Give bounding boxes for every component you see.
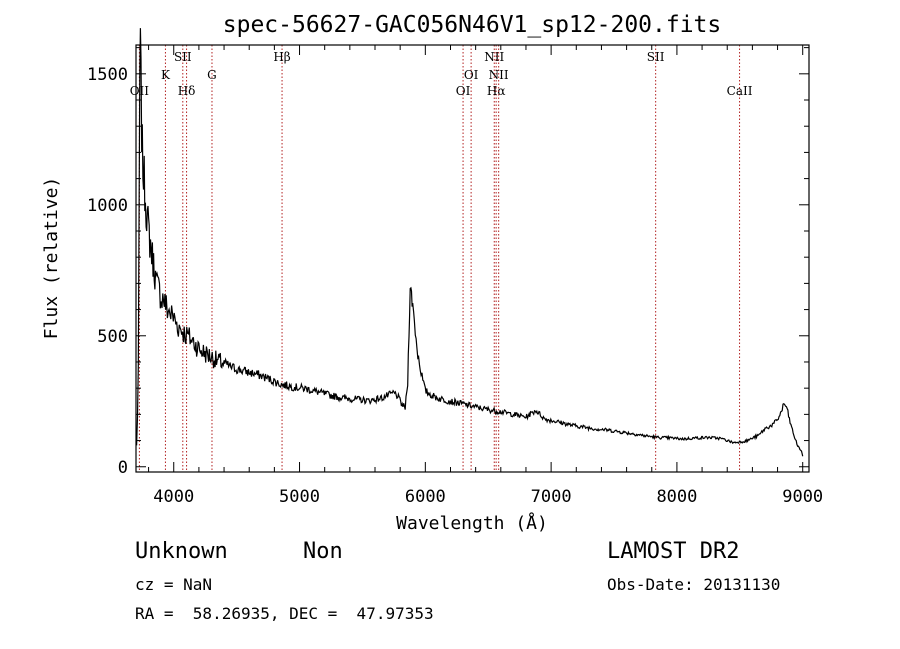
spectral-line-label: Hβ: [273, 50, 290, 64]
redshift-value: cz = NaN: [135, 575, 213, 594]
chart-title: spec-56627-GAC056N46V1_sp12-200.fits: [223, 12, 722, 38]
x-tick-label: 5000: [279, 487, 320, 507]
spectral-line-label: CaII: [727, 84, 753, 98]
x-tick-label: 6000: [405, 487, 446, 507]
plot-frame: [135, 44, 810, 473]
object-class: Unknown: [135, 539, 228, 564]
spectral-line-label: SII: [647, 50, 665, 64]
observation-date: Obs-Date: 20131130: [607, 575, 781, 594]
spectrum-line: [136, 28, 804, 457]
x-tick-label: 4000: [153, 487, 194, 507]
coordinates: RA = 58.26935, DEC = 47.97353: [135, 604, 434, 623]
x-tick-label: 8000: [656, 487, 697, 507]
spectral-line-label: K: [161, 68, 171, 82]
spectral-line-label: Hα: [487, 84, 506, 98]
y-axis-label: Flux (relative): [41, 177, 62, 340]
x-tick-label: 7000: [531, 487, 572, 507]
x-axis-label: Wavelength (Å): [396, 512, 548, 534]
object-subclass: Non: [303, 539, 343, 564]
spectral-line-label: NII: [484, 50, 504, 64]
spectral-line-label: SII: [174, 50, 192, 64]
spectrum-series: [136, 28, 804, 457]
spectral-line-label: NII: [489, 68, 509, 82]
y-tick-label: 1000: [87, 196, 128, 216]
spectral-line-label: Hδ: [178, 84, 196, 98]
spectral-line-label: OI: [456, 84, 471, 98]
spectral-line-label: OI: [464, 68, 479, 82]
y-tick-label: 0: [118, 458, 128, 478]
spectral-line-label: G: [207, 68, 217, 82]
axes: 4000 5000 6000 7000 8000 9000 0 500 1000 1500: [87, 45, 823, 507]
y-tick-label: 1500: [87, 65, 128, 85]
x-tick-label: 9000: [782, 487, 823, 507]
survey-name: LAMOST DR2: [607, 539, 740, 564]
y-tick-label: 500: [97, 327, 128, 347]
